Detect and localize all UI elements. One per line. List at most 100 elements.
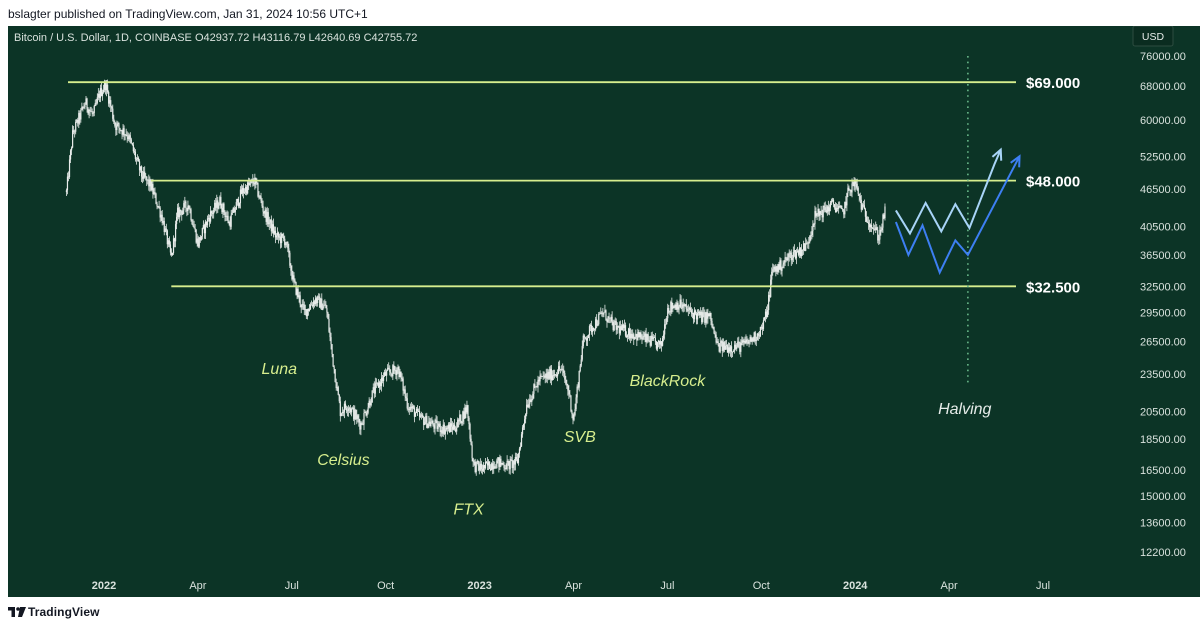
- candle-body: [288, 248, 290, 253]
- candle-body: [409, 406, 411, 411]
- candle-body: [93, 106, 95, 114]
- candle-body: [761, 327, 764, 329]
- candle-body: [701, 311, 703, 323]
- candle-body: [799, 247, 802, 256]
- candle-body: [240, 189, 243, 194]
- candle-body: [549, 368, 551, 379]
- candle-body: [879, 229, 881, 240]
- candle-body: [786, 258, 788, 261]
- candle-body: [163, 220, 165, 232]
- candle-body: [331, 344, 333, 354]
- price-tick-label: 29500.00: [1140, 308, 1186, 320]
- btc-usd-chart[interactable]: $69.000 $48.000 $32.500 Luna Celsius FTX SVB B…: [8, 26, 1200, 597]
- candle-body: [731, 351, 734, 353]
- candle-body: [355, 410, 357, 420]
- candle-body: [347, 408, 350, 411]
- footer: TradingView: [0, 597, 1200, 627]
- candle-body: [406, 398, 408, 409]
- candle-body: [309, 304, 312, 310]
- candle-body: [246, 186, 248, 194]
- candle-body: [706, 312, 708, 319]
- candle-body: [672, 306, 674, 309]
- candle-body: [683, 304, 685, 307]
- brand-name[interactable]: TradingView: [28, 605, 100, 619]
- candle-body: [378, 382, 381, 388]
- candle-body: [646, 334, 648, 342]
- candle-body: [360, 423, 362, 430]
- candles-layer: [65, 79, 886, 476]
- candle-body: [525, 414, 527, 420]
- candle-body: [457, 419, 459, 428]
- candle-body: [671, 301, 673, 309]
- light-path: [895, 149, 1002, 236]
- currency-badge[interactable]: USD: [1132, 26, 1174, 47]
- candle-body: [794, 250, 797, 259]
- chart-panel[interactable]: $69.000 $48.000 $32.500 Luna Celsius FTX SVB B…: [8, 26, 1200, 597]
- candle-body: [563, 369, 565, 374]
- candle-body: [143, 171, 145, 179]
- candle-body: [155, 193, 157, 204]
- candle-body: [179, 209, 181, 218]
- candle-body: [595, 319, 597, 330]
- candle-body: [681, 307, 683, 309]
- candle-body: [547, 371, 549, 379]
- candle-body: [383, 372, 386, 376]
- candle-body: [229, 221, 231, 227]
- candle-body: [375, 382, 377, 384]
- candle-body: [745, 339, 747, 344]
- candle-body: [600, 312, 602, 314]
- candle-body: [176, 216, 178, 225]
- candle-body: [321, 298, 323, 310]
- candle-body: [166, 230, 168, 245]
- candle-body: [86, 98, 88, 109]
- candle-body: [238, 203, 241, 207]
- candle-body: [338, 394, 340, 402]
- publisher-header: bslagter published on TradingView.com, J…: [0, 0, 1200, 26]
- tradingview-logo-icon[interactable]: [8, 607, 26, 617]
- candle-body: [374, 383, 376, 394]
- candle-body: [750, 337, 752, 342]
- candle-body: [448, 424, 451, 432]
- candle-body: [616, 326, 618, 330]
- candle-body: [729, 346, 732, 352]
- candle-body: [169, 244, 172, 253]
- candle-body: [755, 339, 757, 342]
- candle-body: [789, 252, 791, 254]
- candle-body: [513, 460, 515, 465]
- candle-body: [65, 190, 68, 193]
- candle-body: [112, 108, 114, 119]
- candle-body: [253, 182, 255, 185]
- candle-body: [348, 408, 351, 410]
- candle-body: [292, 275, 294, 280]
- candle-body: [317, 296, 319, 304]
- candle-body: [446, 427, 448, 429]
- candle-body: [257, 183, 259, 197]
- candle-body: [733, 350, 735, 352]
- candle-body: [236, 198, 238, 203]
- candle-body: [451, 426, 454, 430]
- candle-body: [202, 225, 204, 229]
- candle-body: [678, 306, 680, 310]
- candle-body: [189, 209, 191, 210]
- candle-body: [207, 217, 210, 219]
- candle-body: [344, 403, 347, 409]
- candle-body: [116, 123, 118, 131]
- candle-body: [268, 222, 270, 225]
- candle-body: [423, 417, 425, 425]
- candle-body: [714, 333, 716, 335]
- candle-body: [201, 228, 203, 237]
- candle-body: [581, 346, 583, 360]
- candle-body: [98, 93, 100, 98]
- candle-body: [526, 404, 528, 415]
- candle-body: [391, 373, 393, 377]
- candle-body: [827, 206, 829, 212]
- candle-body: [856, 183, 858, 188]
- candle-body: [172, 238, 175, 253]
- candle-body: [720, 341, 722, 344]
- candle-body: [334, 369, 336, 383]
- candle-body: [161, 214, 163, 223]
- candle-body: [832, 199, 835, 205]
- candle-body: [623, 325, 626, 328]
- time-axis: 2022 Apr Jul Oct 2023 Apr Jul Oct 2024 Apr Jul: [92, 580, 1050, 592]
- candle-body: [726, 345, 729, 353]
